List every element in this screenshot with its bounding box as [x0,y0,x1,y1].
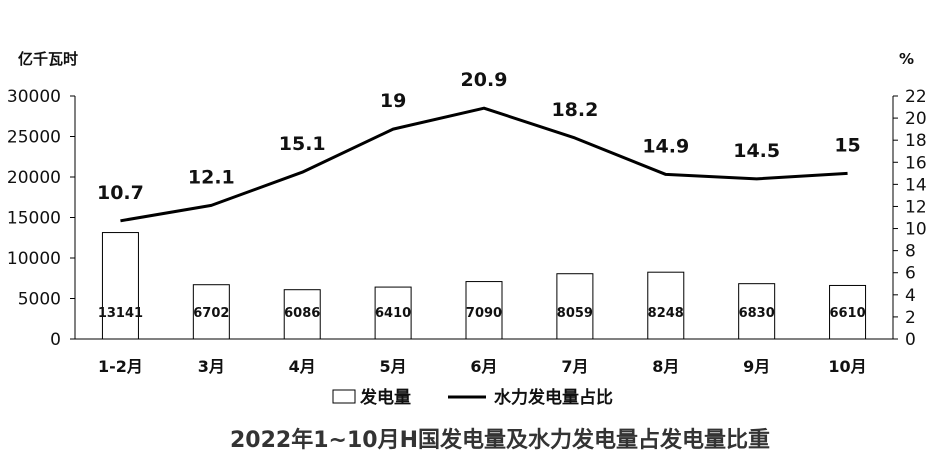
line-value-label: 15.1 [279,133,326,155]
right-tick-label: 14 [905,175,927,195]
left-tick-label: 20000 [7,168,61,188]
line-value-label: 18.2 [551,99,598,121]
line-series [120,106,848,223]
right-tick-label: 22 [905,87,927,107]
right-axis-unit: % [899,50,914,68]
left-tick-label: 15000 [7,209,61,229]
bar-value-label: 6610 [829,306,865,321]
right-tick-label: 12 [905,197,927,217]
bar-value-label: 6830 [739,306,775,321]
x-category-label: 5月 [380,357,407,376]
left-tick-label: 5000 [18,290,61,310]
bar-value-label: 13141 [98,306,143,321]
left-tick-label: 0 [50,330,61,350]
bar [374,286,412,340]
x-category-label: 6月 [470,357,497,376]
right-tick-label: 16 [905,153,927,173]
line-value-label: 15 [834,134,860,156]
bar [192,284,230,340]
x-category-label: 1-2月 [98,357,143,376]
line-value-label: 12.1 [188,166,235,188]
x-category-label: 7月 [561,357,588,376]
bar [556,273,594,340]
x-category-label: 9月 [743,357,770,376]
line-value-label: 14.9 [642,135,689,157]
bar [101,232,139,340]
bar-value-label: 8059 [557,306,593,321]
chart-title: 2022年1~10月H国发电量及水力发电量占发电量比重 [230,427,770,453]
left-axis-unit: 亿千瓦时 [18,50,78,68]
legend-bar-swatch [332,389,356,404]
bar-value-label: 6702 [193,306,229,321]
line-value-label: 20.9 [461,69,508,91]
right-tick-label: 4 [905,286,916,306]
left-tick-label: 30000 [7,87,61,107]
bar-value-label: 7090 [466,306,502,321]
legend-bar-label: 发电量 [359,387,411,408]
line-value-label: 19 [380,90,406,112]
left-tick-label: 25000 [7,128,61,148]
left-tick-label: 10000 [7,249,61,269]
bar [283,289,321,340]
right-tick-label: 2 [905,308,916,328]
bar [829,284,867,340]
right-tick-label: 10 [905,220,927,240]
right-tick-label: 20 [905,109,927,129]
bar-value-label: 6086 [284,306,320,321]
bar [738,283,776,340]
x-category-label: 10月 [828,357,866,376]
bar-value-label: 6410 [375,306,411,321]
legend-line-label: 水力发电量占比 [494,387,613,408]
right-tick-label: 0 [905,330,916,350]
x-category-label: 4月 [289,357,316,376]
bar-value-label: 8248 [648,306,684,321]
line-value-label: 10.7 [97,182,144,204]
right-tick-label: 18 [905,131,927,151]
right-tick-label: 8 [905,242,916,262]
x-category-label: 8月 [652,357,679,376]
right-tick-label: 6 [905,264,916,284]
line-value-label: 14.5 [733,140,780,162]
x-category-label: 3月 [198,357,225,376]
bar [465,281,503,340]
